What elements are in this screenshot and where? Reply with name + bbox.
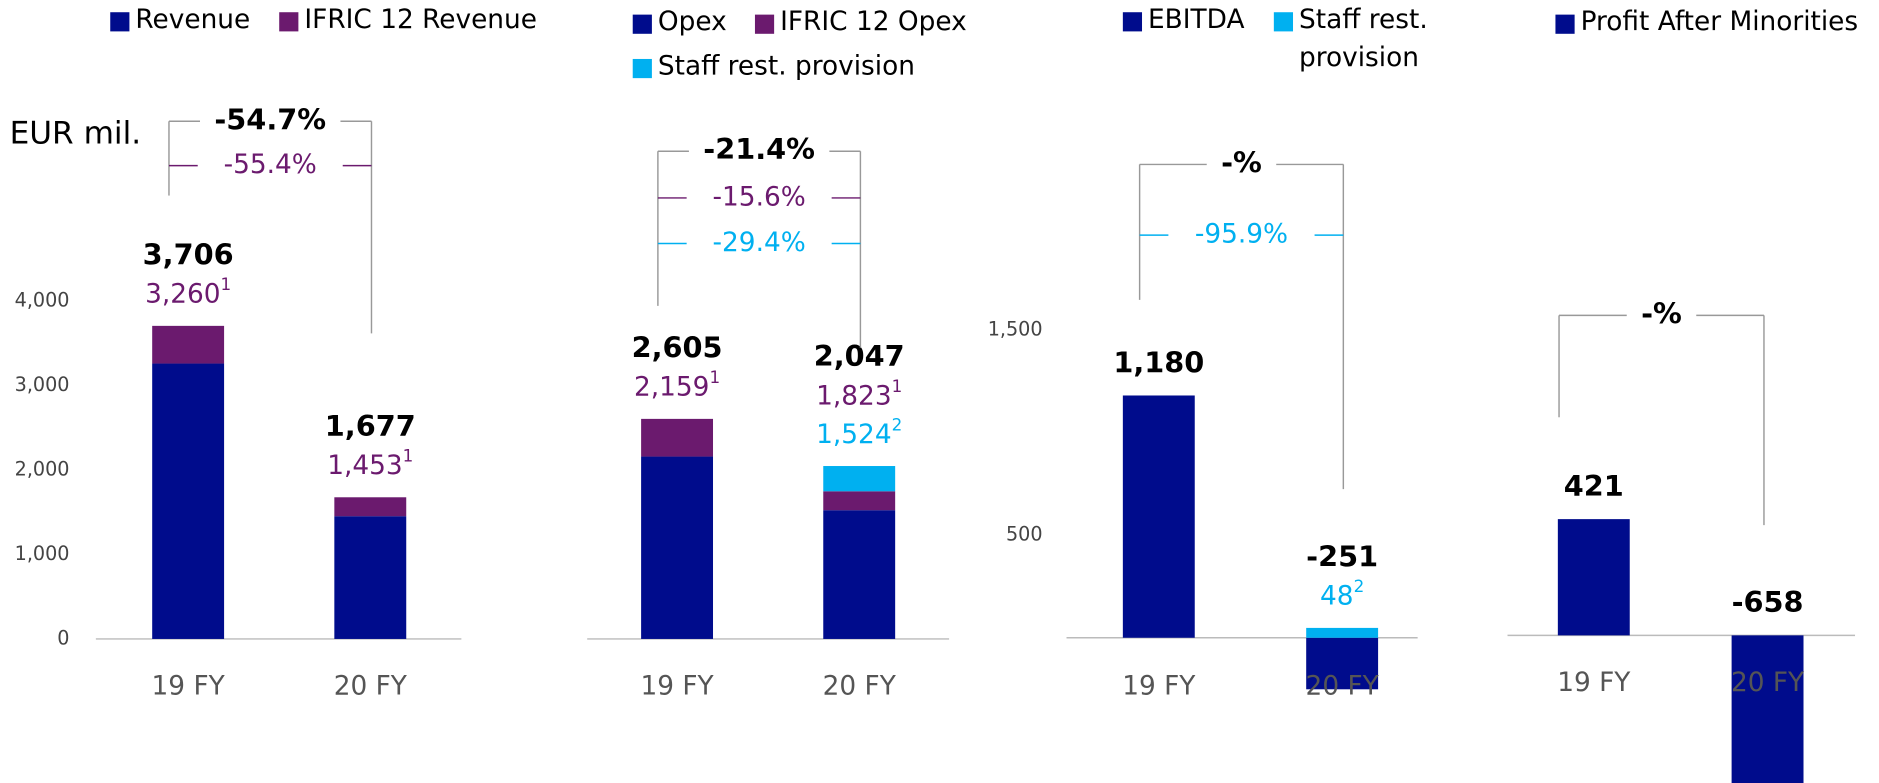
legend-swatch [632,58,652,79]
data-label: 1,8231 [816,376,902,411]
data-label-text: 1,677 [325,409,416,443]
legend-item: Profit After Minorities [1580,7,1859,38]
data-label-text: 3,706 [143,237,234,271]
data-label: 421 [1564,469,1624,503]
legend-label: Revenue [135,5,251,35]
legend-swatch [754,14,775,34]
x-tick-label: 19 FY [640,671,714,701]
data-label: 2,605 [632,330,723,364]
change-label: -15.6% [713,182,806,212]
bar-segment [1306,637,1379,690]
data-label-text: 2,159 [634,372,709,402]
data-label-text: 3,260 [145,279,220,309]
data-label: 1,180 [1113,345,1204,379]
data-label-text: 1,453 [327,451,402,481]
legend-label: Opex [657,7,727,38]
y-tick-label: 3,000 [15,373,70,396]
legend-swatch [279,12,299,32]
legend-label: Staff rest. provision [1299,5,1428,74]
legend-item: Staff rest. provision [657,51,915,82]
bar-segment [152,325,225,364]
bar-segment [334,516,407,639]
data-label: 2,047 [814,339,905,373]
change-label: -% [1641,296,1682,330]
data-label-text: 1,823 [816,381,891,411]
legend-item: Staff rest. provision [1299,5,1428,74]
unit-label: EUR mil. [10,115,142,151]
data-label: 1,677 [325,409,416,443]
legend-label: Staff rest. provision [657,51,915,82]
bar-segment [1557,519,1630,636]
data-label: 3,2601 [145,274,231,309]
bar-segment [1306,627,1379,638]
data-label: 2,1591 [634,367,720,402]
data-label: 482 [1320,576,1364,611]
legend-item: Revenue [135,5,251,35]
data-label: -251 [1306,539,1378,573]
data-label-text: 48 [1320,581,1354,611]
footnote: 1 [221,274,232,294]
footnote: 1 [892,376,903,396]
legend-label: EBITDA [1148,5,1245,35]
bar-segment [1122,395,1195,638]
footnote: 1 [709,367,720,387]
legend-item: EBITDA [1148,5,1245,35]
data-label: -658 [1732,585,1804,619]
legend-label: IFRIC 12 Revenue [304,5,537,35]
data-label-text: 421 [1564,469,1624,503]
x-tick-label: 20 FY [334,671,408,701]
bar-segment [641,418,714,457]
data-label-text: -658 [1732,585,1804,619]
footnote: 1 [403,446,414,466]
bar-segment [823,466,896,492]
footnote: 2 [1354,576,1365,596]
bar-segment [641,456,714,639]
x-tick-label: 20 FY [823,671,897,701]
data-label-text: -251 [1306,539,1378,573]
bar-segment [823,510,896,639]
bar-segment [334,497,407,517]
change-label: -54.7% [214,102,326,136]
y-tick-label: 500 [1006,523,1043,546]
y-tick-label: 1,500 [988,317,1043,340]
data-label-text: 1,524 [816,419,891,449]
y-tick-label: 1,000 [15,542,70,565]
y-tick-label: 4,000 [15,289,70,312]
legend-swatch [110,12,130,32]
data-label-text: 2,605 [632,330,723,364]
bar-segment [823,491,896,511]
data-label-text: 1,180 [1113,345,1204,379]
x-tick-label: 19 FY [1122,671,1196,701]
legend-swatch [632,14,652,34]
legend-swatch [1122,12,1143,32]
bar-segment [152,363,225,639]
legend-swatch [1273,12,1294,32]
y-tick-label: 2,000 [15,457,70,480]
change-label: -% [1221,145,1262,179]
x-tick-label: 20 FY [1306,671,1380,701]
legend-label: Profit After Minorities [1580,7,1859,38]
y-tick-label: 0 [57,626,69,649]
legend-item: IFRIC 12 Revenue [304,5,537,35]
data-label: 3,706 [143,237,234,271]
change-label: -95.9% [1195,220,1288,250]
data-label: 1,5242 [816,414,902,449]
footnote: 2 [892,414,903,434]
legend-label: IFRIC 12 Opex [780,7,967,38]
change-label: -29.4% [713,228,806,258]
bar-segment [1731,635,1804,783]
change-label: -21.4% [703,132,815,166]
legend-item: Opex [657,7,727,38]
data-label-text: 2,047 [814,339,905,373]
legend-swatch [1555,14,1575,34]
data-label: 1,4531 [327,446,413,481]
x-tick-label: 19 FY [1557,668,1631,698]
x-tick-label: 20 FY [1731,668,1805,698]
legend-item: IFRIC 12 Opex [780,7,967,38]
x-tick-label: 19 FY [152,671,226,701]
change-label: -55.4% [224,150,317,180]
